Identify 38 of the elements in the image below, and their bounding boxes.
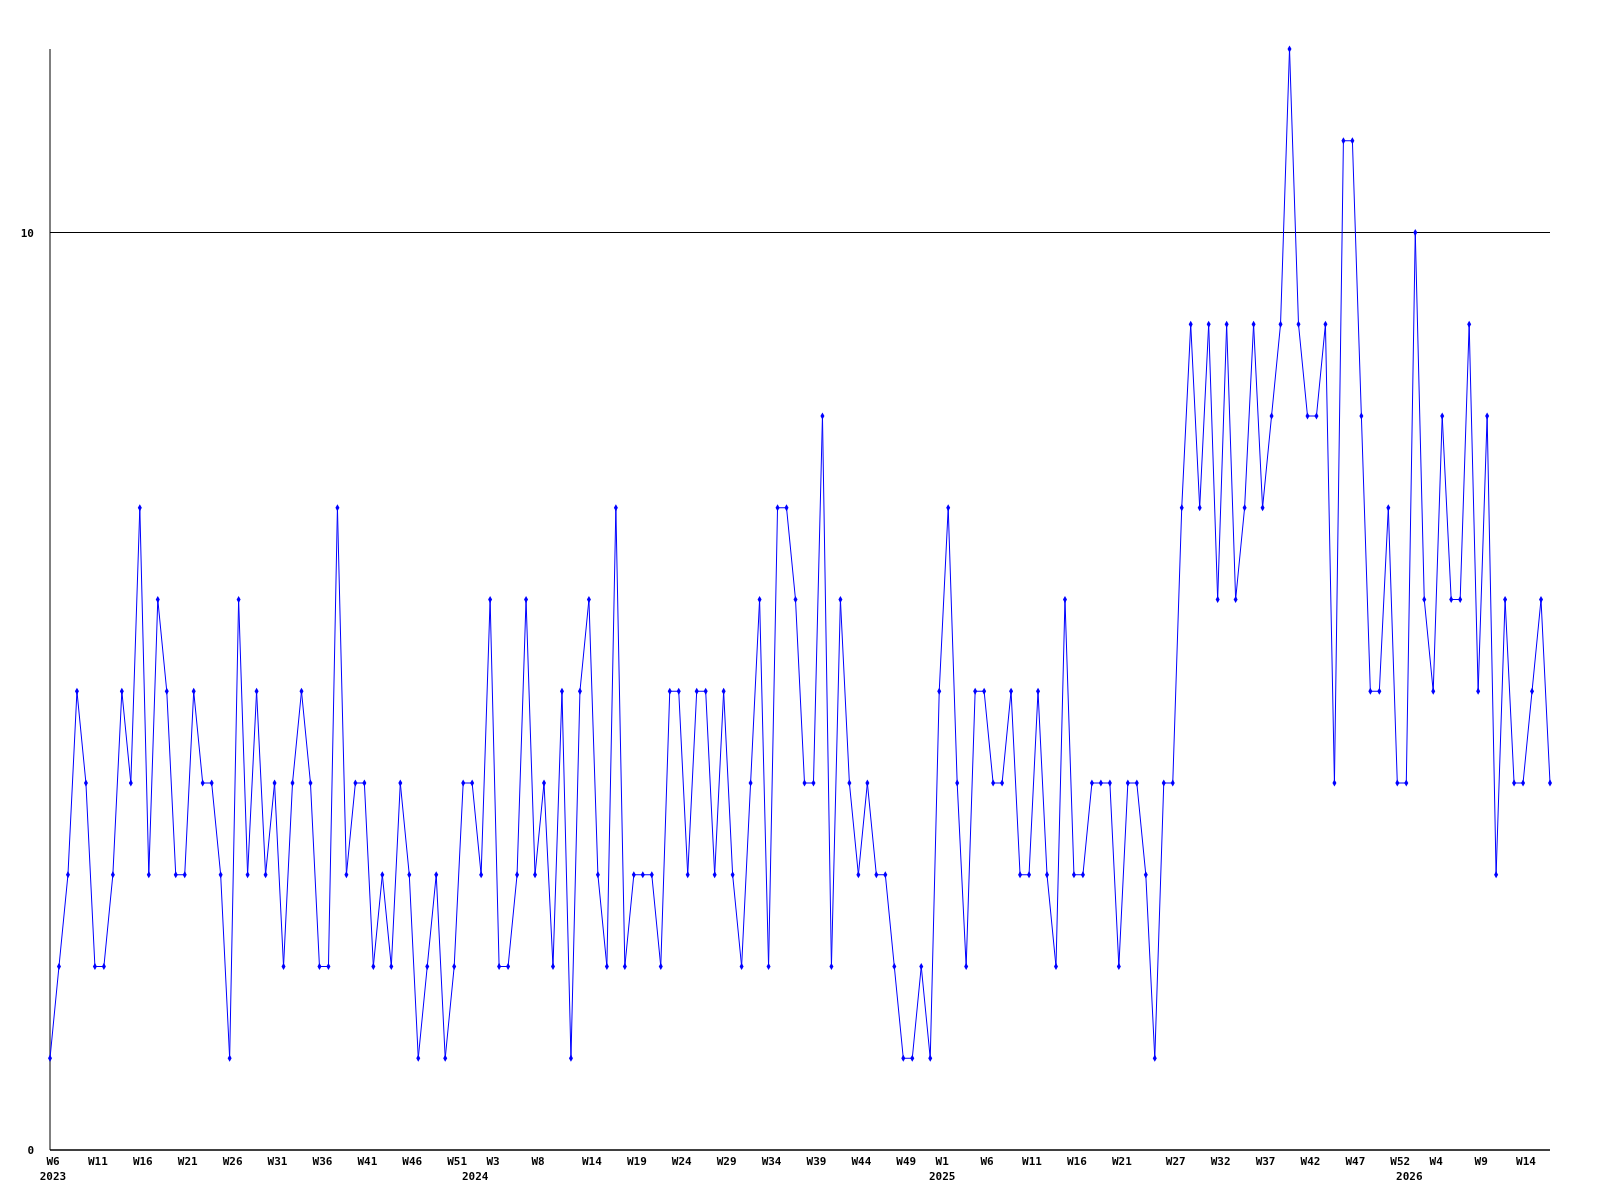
x-tick-label: W3 (486, 1155, 500, 1168)
x-tick-label: W49 (896, 1155, 917, 1168)
x-tick-label: W36 (312, 1155, 333, 1168)
x-tick-label: W14 (581, 1155, 603, 1168)
x-tick-label: W11 (1022, 1155, 1043, 1168)
x-tick-label: W6 (980, 1155, 995, 1168)
x-tick-label: 2024 (461, 1170, 489, 1183)
x-tick-label: W46 (402, 1155, 423, 1168)
x-tick-label: W11 (87, 1155, 109, 1168)
x-tick-label: W32 (1210, 1155, 1231, 1168)
x-tick-label: W14 (1516, 1155, 1537, 1168)
x-tick-label: W24 (671, 1155, 693, 1168)
x-tick-label: 2026 (1396, 1170, 1423, 1183)
x-tick-label: W52 (1390, 1155, 1411, 1168)
x-tick-label: W8 (531, 1155, 545, 1168)
y-tick-label: 0 (27, 1144, 34, 1157)
x-tick-label: W21 (177, 1155, 199, 1168)
x-tick-label: W42 (1300, 1155, 1321, 1168)
x-tick-label: W37 (1255, 1155, 1276, 1168)
x-tick-label: W16 (1067, 1155, 1088, 1168)
x-tick-label: W16 (132, 1155, 154, 1168)
x-tick-label: W21 (1111, 1155, 1133, 1168)
x-tick-label: W47 (1345, 1155, 1366, 1168)
x-tick-label: W4 (1429, 1155, 1444, 1168)
x-tick-label: W6 2023 (39, 1155, 67, 1183)
x-tick-label: W41 (357, 1155, 378, 1168)
x-tick-label: W1 2025 (928, 1155, 956, 1183)
x-tick-label: W9 (1474, 1155, 1488, 1168)
x-tick-label: W51 (447, 1155, 468, 1168)
x-tick-label: W19 (626, 1155, 647, 1168)
x-tick-label: W31 (267, 1155, 288, 1168)
x-tick-label: W26 (222, 1155, 243, 1168)
x-tick-label: W27 (1165, 1155, 1186, 1168)
x-tick-label: W29 (716, 1155, 737, 1168)
x-tick-label: W44 (851, 1155, 872, 1168)
x-tick-label: W39 (806, 1155, 827, 1168)
x-tick-label: W34 (761, 1155, 782, 1168)
y-tick-label: 10 (20, 226, 34, 240)
